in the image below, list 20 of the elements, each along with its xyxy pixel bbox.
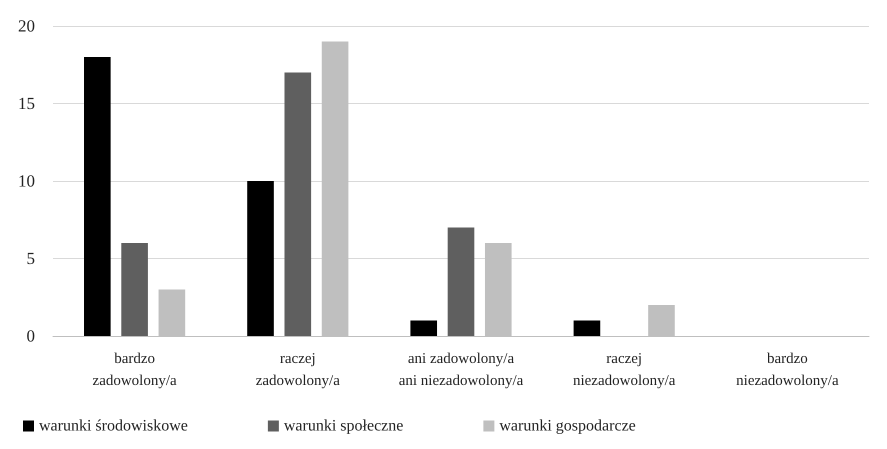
bar: [574, 320, 600, 336]
bar: [284, 72, 312, 336]
y-tick-label: 15: [18, 94, 35, 113]
legend-label: warunki gospodarcze: [499, 418, 636, 434]
y-tick-label: 10: [18, 172, 35, 190]
x-tick-label: bardzo zadowolony/a: [92, 351, 178, 389]
x-tick-label: raczej zadowolony/a: [256, 351, 340, 389]
y-tick-label: 5: [26, 249, 35, 268]
x-tick-label: ani zadowolony/a ani niezadowolony/a: [398, 351, 524, 389]
legend-label: warunki środowiskowe: [39, 418, 188, 434]
y-tick-label: 20: [18, 16, 35, 36]
x-tick-label: raczej niezadowolony/a: [572, 351, 676, 389]
bar: [84, 57, 111, 336]
x-tick-label: bardzo niezadowolony/a: [736, 351, 839, 389]
legend-label: warunki społeczne: [284, 418, 404, 434]
bar: [247, 181, 274, 336]
bar: [121, 243, 148, 336]
bar: [448, 228, 474, 336]
y-tick-label: 0: [26, 326, 35, 346]
bar: [410, 320, 438, 336]
